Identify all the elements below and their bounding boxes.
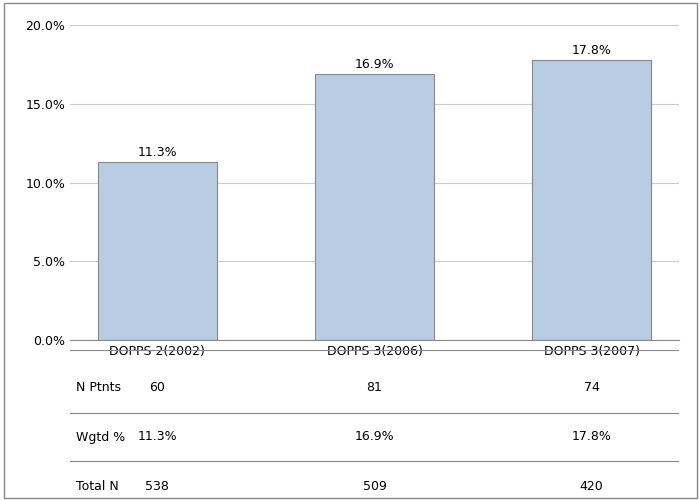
Bar [98,162,217,340]
Text: 420: 420 [580,480,603,493]
Bar [532,60,651,340]
Bar [315,74,434,340]
Text: 538: 538 [146,480,169,493]
Text: 16.9%: 16.9% [355,430,394,444]
Text: 17.8%: 17.8% [572,430,612,444]
Text: N Ptnts: N Ptnts [76,381,121,394]
Text: 16.9%: 16.9% [355,58,394,70]
Text: Wgtd %: Wgtd % [76,430,125,444]
Text: 81: 81 [367,381,382,394]
Text: 11.3%: 11.3% [138,146,177,159]
Text: 11.3%: 11.3% [138,430,177,444]
Text: 17.8%: 17.8% [572,44,612,57]
Text: Total N: Total N [76,480,119,493]
Text: 60: 60 [150,381,165,394]
Text: 509: 509 [363,480,386,493]
Text: 74: 74 [584,381,599,394]
